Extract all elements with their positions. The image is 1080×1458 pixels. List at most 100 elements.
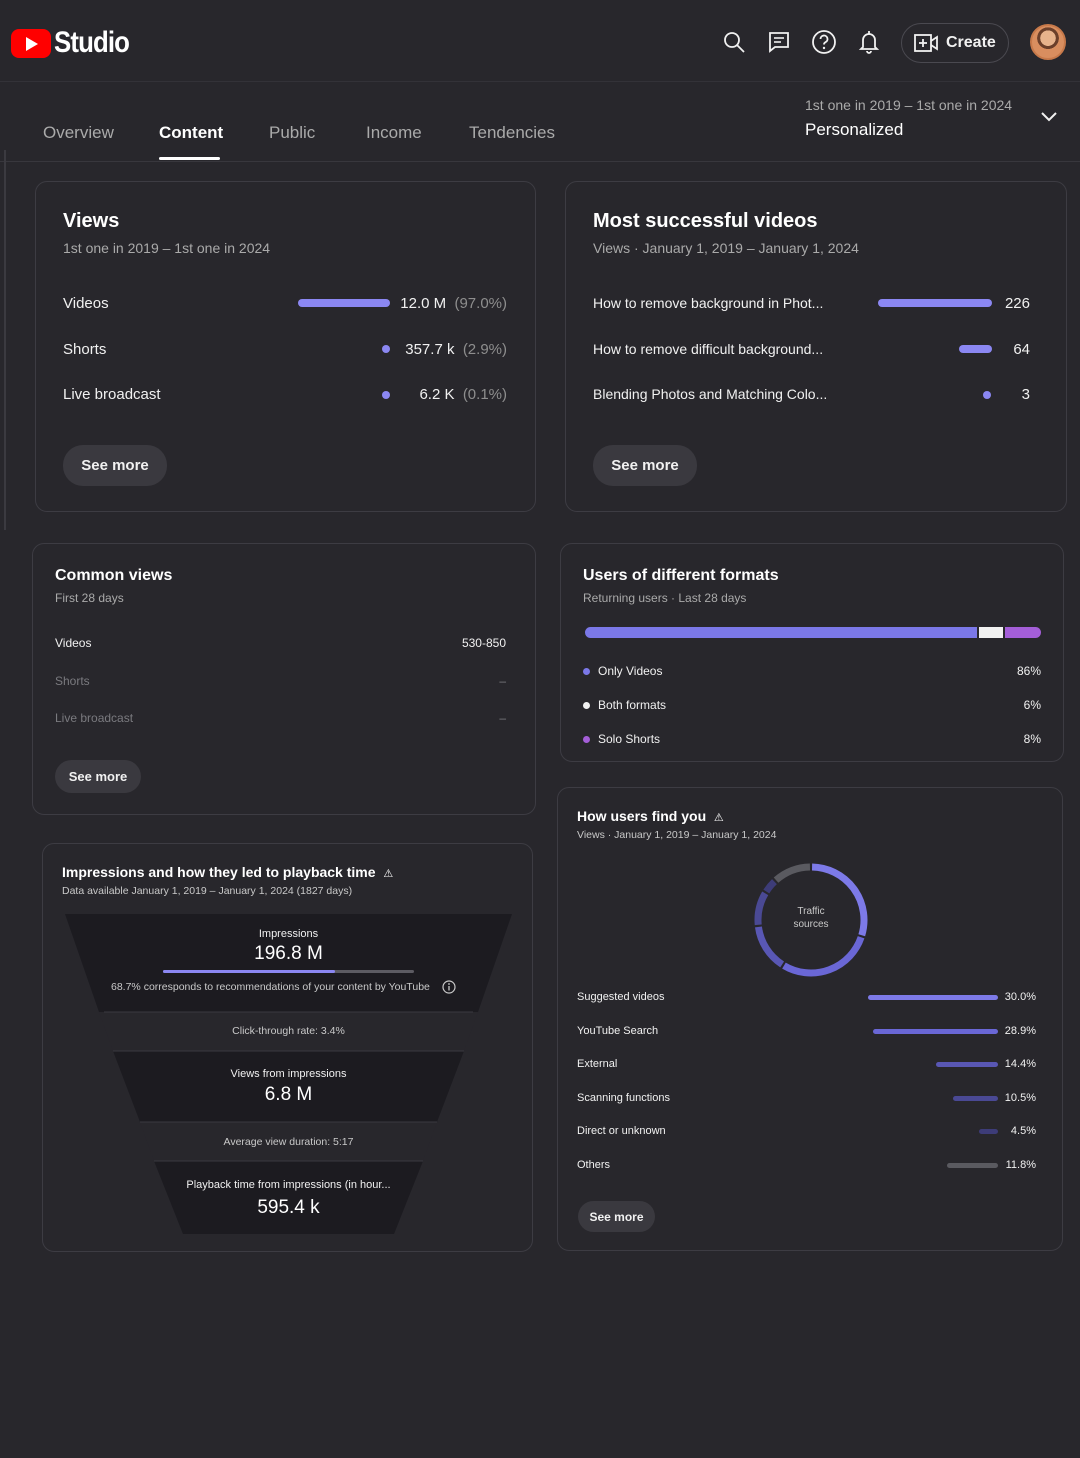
chevron-down-icon[interactable] xyxy=(1040,110,1058,128)
logo-text: Studio xyxy=(54,26,130,59)
donut-slice xyxy=(782,936,865,977)
impressions-card: Impressions and how they led to playback… xyxy=(42,843,533,1252)
see-more-button[interactable]: See more xyxy=(55,760,141,793)
donut-slice xyxy=(754,891,769,926)
views-shorts-dot xyxy=(382,345,390,353)
donut-slice xyxy=(773,863,811,883)
tab-bar: Overview Content Public Income Tendencie… xyxy=(0,82,1080,162)
video-views-value: 3 xyxy=(1021,386,1030,403)
traffic-source-bar xyxy=(868,995,998,1000)
common-views-row-value: 530-850 xyxy=(461,636,506,650)
feedback-icon[interactable] xyxy=(765,28,793,56)
video-title-link[interactable]: How to remove background in Phot... xyxy=(593,295,824,311)
common-views-row-label: Shorts xyxy=(55,674,90,688)
top-videos-card: Most successful videos Views · January 1… xyxy=(565,181,1067,512)
video-views-bar xyxy=(959,345,992,353)
warning-icon: ⚠ xyxy=(383,868,394,880)
playback-value: 595.4 k xyxy=(257,1197,320,1218)
donut-center-label: Traffic sources xyxy=(793,906,829,930)
traffic-source-bar xyxy=(946,1163,998,1168)
studio-logo[interactable]: Studio xyxy=(11,26,141,60)
views-row-value: 357.7 k (2.9%) xyxy=(405,341,507,358)
formats-legend-item: Both formats xyxy=(583,698,666,712)
formats-card: Users of different formats Returning use… xyxy=(560,543,1064,762)
video-views-value: 226 xyxy=(1004,295,1030,312)
traffic-source-label: YouTube Search xyxy=(577,1024,659,1037)
traffic-source-bar xyxy=(935,1062,998,1068)
views-title: Views xyxy=(63,210,120,232)
common-views-subtitle: First 28 days xyxy=(55,591,124,605)
traffic-source-label: Direct or unknown xyxy=(577,1125,666,1138)
traffic-subtitle: Views · January 1, 2019 – January 1, 202… xyxy=(577,829,777,841)
funnel-shape xyxy=(65,914,512,1234)
views-live-dot xyxy=(382,391,390,399)
views-subtitle: 1st one in 2019 – 1st one in 2024 xyxy=(63,240,271,256)
see-more-button[interactable]: See more xyxy=(63,445,167,486)
common-views-row-label: Live broadcast xyxy=(55,711,134,725)
traffic-source-value: 11.8% xyxy=(1005,1159,1036,1171)
donut-slice xyxy=(811,863,868,937)
views-card: Views 1st one in 2019 – 1st one in 2024 … xyxy=(35,181,536,512)
views-row-value: 12.0 M (97.0%) xyxy=(400,295,507,312)
video-views-value: 64 xyxy=(1013,341,1030,358)
traffic-title: How users find you ⚠ xyxy=(577,808,724,824)
tab-content[interactable]: Content xyxy=(159,123,224,142)
formats-legend-value: 8% xyxy=(1023,732,1041,746)
tab-public[interactable]: Public xyxy=(269,123,316,142)
video-title-link[interactable]: Blending Photos and Matching Colo... xyxy=(593,386,828,402)
recommend-progress-fill xyxy=(163,970,336,973)
formats-legend-item: Only Videos xyxy=(583,664,662,678)
formats-bar-shorts xyxy=(1004,627,1041,638)
see-more-button[interactable]: See more xyxy=(593,445,697,486)
info-icon[interactable] xyxy=(442,980,456,994)
legend-dot-icon xyxy=(583,735,590,743)
tab-income[interactable]: Income xyxy=(366,123,422,142)
notifications-icon[interactable] xyxy=(855,28,883,56)
traffic-source-label: Suggested videos xyxy=(577,991,665,1003)
recommend-progress-track xyxy=(163,970,414,973)
video-views-dot xyxy=(983,391,991,399)
traffic-donut-chart xyxy=(754,863,868,977)
formats-stacked-bar xyxy=(585,627,1041,638)
traffic-source-label: Scanning functions xyxy=(577,1091,670,1104)
common-views-row-label: Videos xyxy=(55,636,92,650)
formats-legend-item: Solo Shorts xyxy=(583,732,660,746)
top-videos-subtitle: Views · January 1, 2019 – January 1, 202… xyxy=(593,240,859,256)
views-from-impressions-label: Views from impressions xyxy=(230,1068,347,1080)
date-range[interactable]: 1st one in 2019 – 1st one in 2024 xyxy=(805,97,1013,113)
impressions-label: Impressions xyxy=(258,928,319,940)
video-title-link[interactable]: How to remove difficult background... xyxy=(593,341,824,357)
traffic-source-bar xyxy=(952,1095,998,1101)
traffic-source-label: Others xyxy=(577,1159,611,1171)
formats-subtitle: Returning users · Last 28 days xyxy=(583,591,747,605)
views-row-label: Live broadcast xyxy=(63,386,161,403)
views-row-value: 6.2 K (0.1%) xyxy=(419,386,507,403)
traffic-source-value: 14.4% xyxy=(1004,1058,1036,1071)
tab-tendencies[interactable]: Tendencies xyxy=(469,123,556,142)
scroll-track xyxy=(4,150,6,530)
date-mode[interactable]: Personalized xyxy=(805,120,904,139)
create-button[interactable]: Create xyxy=(901,23,1009,63)
youtube-play-icon xyxy=(11,28,51,58)
search-icon[interactable] xyxy=(720,28,748,56)
impressions-value: 196.8 M xyxy=(254,943,323,964)
create-label: Create xyxy=(946,34,996,51)
video-views-bar xyxy=(878,299,992,307)
ctr-text: Click-through rate: 3.4% xyxy=(232,1025,345,1037)
avatar[interactable] xyxy=(1030,24,1066,60)
traffic-source-bar xyxy=(978,1129,998,1135)
impressions-subtitle: Data available January 1, 2019 – January… xyxy=(62,885,353,897)
top-header: Studio Create xyxy=(0,0,1080,82)
legend-dot-icon xyxy=(583,667,590,675)
avg-duration-text: Average view duration: 5:17 xyxy=(223,1136,354,1148)
tab-overview[interactable]: Overview xyxy=(43,123,114,142)
traffic-source-value: 30.0% xyxy=(1004,991,1036,1003)
formats-legend-value: 86% xyxy=(1016,664,1041,678)
views-from-impressions-value: 6.8 M xyxy=(264,1084,313,1105)
create-video-icon xyxy=(914,34,938,52)
see-more-button[interactable]: See more xyxy=(578,1201,655,1232)
top-videos-title: Most successful videos xyxy=(593,210,818,232)
traffic-source-value: 10.5% xyxy=(1004,1091,1036,1104)
donut-slice xyxy=(754,926,785,968)
help-icon[interactable] xyxy=(810,28,838,56)
